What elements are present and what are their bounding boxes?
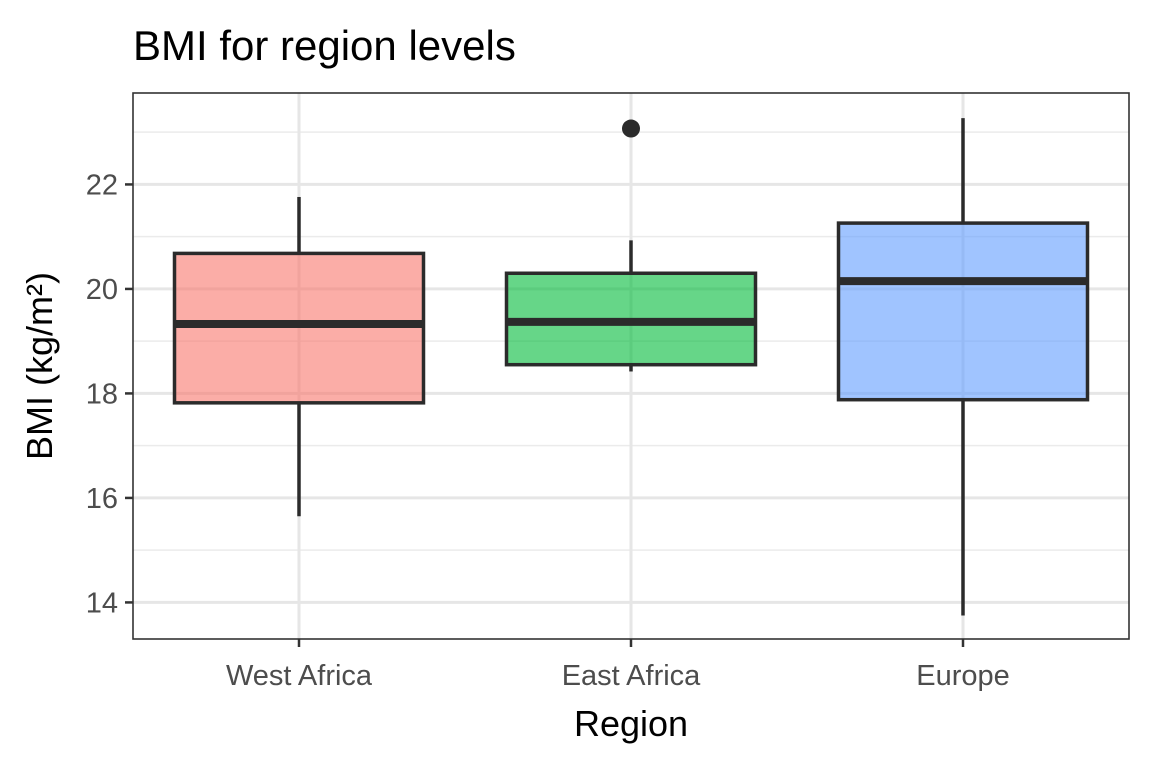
y-axis-title: BMI (kg/m²) [19, 272, 60, 460]
outlier-point [622, 119, 640, 138]
box-east-africa [504, 119, 758, 372]
x-tick-label: West Africa [226, 660, 373, 692]
box-iqr [836, 221, 1090, 402]
box-iqr [172, 251, 426, 405]
x-axis-title: Region [574, 703, 688, 744]
x-axis: West Africa East Africa Europe [226, 639, 1010, 692]
y-axis: 14 16 18 20 22 [86, 169, 133, 619]
x-tick-label: East Africa [562, 660, 701, 692]
y-tick-label: 22 [86, 169, 118, 201]
x-tick-label: Europe [916, 660, 1010, 692]
y-tick-label: 20 [86, 274, 118, 306]
y-tick-label: 14 [86, 587, 118, 619]
y-tick-label: 18 [86, 378, 118, 410]
chart-title: BMI for region levels [133, 22, 516, 69]
y-tick-label: 16 [86, 483, 118, 515]
box-west-africa [172, 196, 426, 517]
boxes [172, 118, 1090, 616]
box-europe [836, 118, 1090, 616]
